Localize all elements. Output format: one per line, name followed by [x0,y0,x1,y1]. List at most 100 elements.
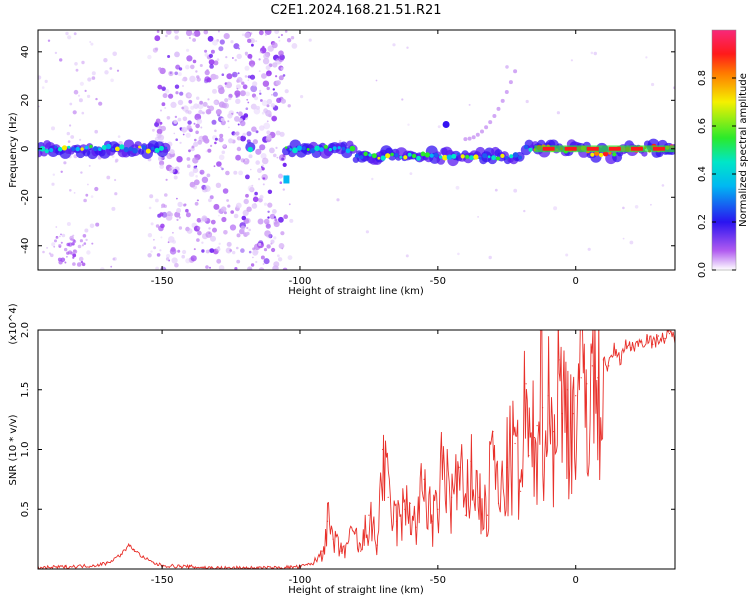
spectrogram-speck [88,164,91,167]
spectrogram-speck [375,79,378,82]
spectrogram-speck [249,186,255,193]
snr-point [657,335,660,337]
snr-point [624,341,627,343]
spectrogram-speck [645,56,648,59]
spectrogram-speck [162,93,168,99]
spectrogram-speck [152,128,155,132]
snr-point [409,502,411,504]
spectrogram-speck [173,132,176,135]
spectrogram-speck [208,198,212,203]
spectrogram-speck [58,244,62,248]
spectrogram-speck [51,126,55,131]
spectrogram-speck [214,137,218,141]
spectrogram-speck [234,116,240,122]
spectrogram-speck [254,191,258,196]
spectrogram-speck [81,60,85,65]
spectrogram-speck [232,250,236,255]
spectrogram-speck [228,126,230,129]
spectrogram-speck [216,58,220,61]
spectrogram-speck [269,147,275,154]
spectrogram-speck [238,118,243,123]
spectrogram-core [433,152,439,158]
spectrogram-speck [259,50,263,54]
snr-point [668,333,671,335]
spectrogram-core [590,152,595,157]
spectrogram-core [460,154,465,159]
spectrogram-speck [199,169,205,175]
spectrogram-speck [171,257,178,264]
spectrogram-speck [244,75,248,78]
spectrogram-speck [197,103,204,110]
spectrogram-speck [201,241,204,244]
spectrogram-speck [276,97,282,104]
spectrogram-speck [282,188,285,191]
spectrogram-speck [193,141,199,147]
spectrogram-speck [239,120,246,127]
spectrogram-core [284,146,288,149]
spectrogram-speck [189,75,196,83]
spectrogram-speck [405,254,409,258]
spectrogram-speck [82,234,87,238]
spectrogram-speck [223,230,228,235]
spectrogram-core [84,145,89,150]
spectrogram-speck [273,236,277,240]
spectrogram-speck [90,195,94,198]
spectrogram-speck [255,260,258,264]
spectrogram-speck [170,170,173,173]
spectrogram-speck [195,175,198,178]
spectrogram-speck [250,103,257,110]
spectrogram-speck [159,121,163,125]
spectrogram-speck [169,212,174,217]
spectrogram-speck [277,55,285,62]
spectrogram-speck [622,206,625,210]
spectrogram-speck [236,53,242,60]
spectrogram-speck [155,224,160,228]
spectrogram-speck [225,170,230,176]
colorbar-tick-label: 0.6 [697,118,708,134]
spectrogram-speck [157,84,163,90]
spectrogram-speck [177,201,183,208]
snr-point [619,359,621,361]
spectrogram-speck [217,84,223,91]
spectrogram-speck [203,185,211,193]
spectrogram-speck [204,53,209,57]
spectrogram-speck [262,80,270,87]
spectrogram-speck [181,126,188,133]
spectrogram-y-ticks: -40 -20 0 20 40 [20,45,675,254]
spectrogram-speck [173,30,180,34]
spectrogram-speck [209,248,215,254]
spectrogram-speck [275,80,281,86]
spectrogram-speck [237,123,240,126]
y-tick-label: 20 [20,94,31,107]
spectrogram-speck [247,53,253,59]
snr-point [92,564,94,567]
spectrogram-speck [100,267,105,270]
spectrogram-speck [69,102,73,106]
spectrogram-speck [280,33,283,37]
spectrogram-speck [111,155,115,158]
spectrogram-speck [192,167,199,174]
spectrogram-speck [236,246,239,250]
spectrogram-x-label: Height of straight line (km) [288,286,424,297]
spectrogram-speck [168,166,176,174]
spectrogram-core [323,144,328,149]
spectrogram-speck [205,150,208,153]
spectrogram-speck [220,117,225,122]
spectrogram-core [359,155,364,160]
spectrogram-speck [257,168,262,174]
spectrogram-speck [240,158,245,163]
spectrogram-speck [196,96,200,100]
spectrogram-speck [235,93,240,98]
snr-point [652,343,654,345]
spectrogram-speck [70,238,73,241]
spectrogram-speck [174,84,180,89]
spectrogram-speck [250,168,252,171]
spectrogram-speck [47,39,51,42]
spectrogram-speck [252,256,254,259]
spectrogram-speck [220,166,223,169]
spectrogram-speck [85,193,89,197]
spectrogram-speck [336,198,340,202]
spectrogram-speck [284,89,289,94]
spectrogram-speck [76,262,82,267]
spectrogram-speck [371,177,374,181]
